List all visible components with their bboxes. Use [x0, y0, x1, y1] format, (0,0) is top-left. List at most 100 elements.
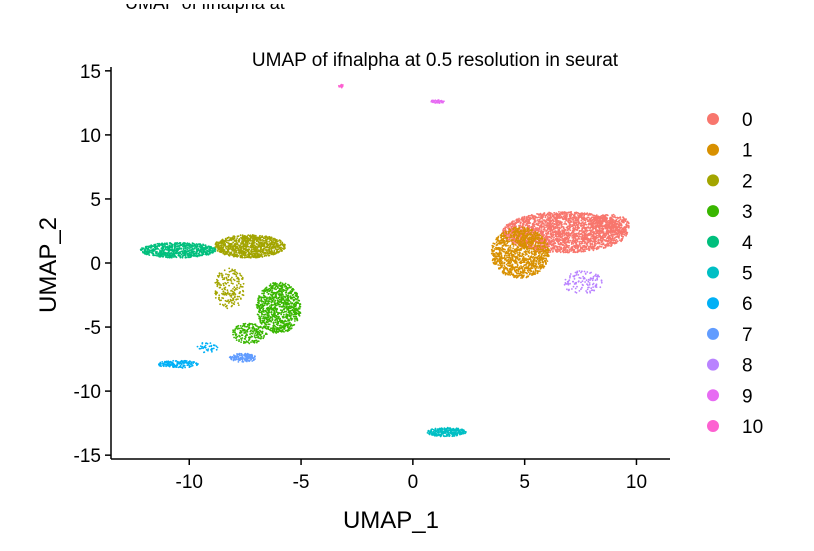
data-point [565, 238, 568, 241]
data-point [512, 231, 515, 233]
data-point [553, 246, 556, 249]
data-point [579, 233, 582, 236]
data-point [507, 244, 509, 247]
data-point [516, 275, 519, 277]
data-point [512, 247, 514, 250]
data-point [500, 265, 503, 267]
data-point [256, 254, 259, 257]
data-point [509, 259, 511, 261]
data-point [517, 231, 519, 234]
data-point [561, 239, 564, 242]
data-point [538, 228, 541, 231]
data-point [276, 248, 279, 251]
data-point [532, 270, 535, 273]
data-point [235, 239, 238, 242]
data-point [530, 214, 533, 217]
data-point [519, 255, 521, 257]
data-point [625, 223, 627, 226]
data-point [567, 220, 570, 223]
data-point [539, 248, 542, 251]
data-point [584, 213, 587, 216]
data-point [571, 242, 573, 244]
data-point [515, 268, 518, 271]
data-point [539, 213, 541, 216]
data-point [500, 232, 503, 235]
data-point [567, 237, 570, 240]
data-point [585, 231, 588, 233]
data-point [507, 240, 509, 242]
data-point [530, 255, 532, 258]
data-point [596, 231, 598, 234]
data-point [616, 220, 619, 223]
data-point [613, 226, 615, 229]
data-point [619, 231, 622, 233]
data-point [595, 232, 598, 235]
data-point [580, 236, 582, 238]
data-point [521, 232, 524, 235]
data-point [542, 245, 545, 248]
data-point [530, 263, 532, 266]
data-point [495, 261, 498, 263]
data-point [592, 229, 594, 231]
data-point [572, 227, 574, 230]
data-point [581, 248, 584, 251]
data-point [571, 224, 574, 227]
data-point [619, 239, 621, 242]
data-point [525, 240, 528, 242]
data-point [269, 244, 272, 247]
data-point [236, 253, 239, 256]
data-point [250, 244, 253, 247]
data-point [530, 260, 532, 263]
data-point [543, 236, 546, 239]
data-point [569, 211, 572, 214]
data-point [518, 268, 521, 270]
data-point [533, 251, 536, 253]
data-point [258, 243, 260, 246]
data-point [554, 242, 557, 245]
data-point [578, 229, 581, 232]
data-point [533, 225, 535, 227]
data-point [503, 237, 505, 240]
data-point [261, 256, 264, 258]
data-point [519, 244, 522, 247]
data-point [506, 237, 508, 239]
data-point [614, 216, 617, 219]
data-point [592, 232, 595, 235]
data-point [581, 227, 583, 230]
data-point [531, 253, 534, 255]
data-point [517, 234, 519, 237]
data-point [534, 268, 537, 271]
data-point [544, 220, 546, 223]
data-point [534, 239, 536, 241]
data-point [623, 230, 626, 233]
data-point [511, 273, 514, 276]
data-point [552, 250, 554, 252]
data-point [530, 269, 532, 272]
data-point [235, 249, 238, 252]
data-point [548, 219, 551, 222]
data-point [524, 250, 527, 252]
data-point [623, 229, 626, 231]
data-point [525, 219, 527, 222]
data-point [604, 240, 607, 242]
data-point [564, 221, 566, 223]
data-point [231, 253, 234, 256]
data-point [531, 264, 534, 267]
data-point [533, 260, 536, 262]
data-point [536, 248, 539, 251]
data-point [577, 222, 580, 225]
data-point [601, 224, 603, 227]
data-point [594, 238, 597, 241]
data-point [496, 247, 498, 249]
data-point [526, 227, 529, 230]
data-point [613, 233, 615, 236]
data-point [551, 235, 554, 238]
data-point [569, 217, 572, 220]
data-point [520, 242, 522, 245]
data-point [561, 217, 564, 219]
data-point [265, 235, 267, 238]
data-point [515, 247, 518, 250]
data-point [523, 269, 526, 272]
data-point [574, 219, 577, 222]
data-point [548, 239, 551, 241]
